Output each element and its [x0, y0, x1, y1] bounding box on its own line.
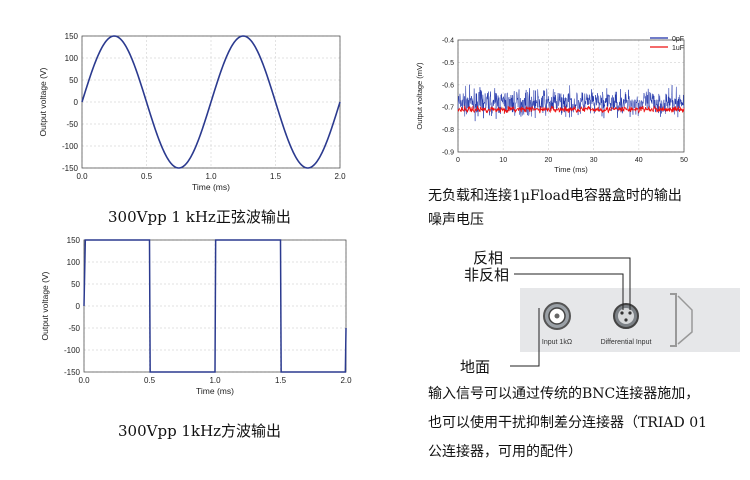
y-tick-label: -100 — [64, 346, 81, 355]
noise-chart: 0 10 20 30 40 50 -0.4 -0.5 -0.6 -0.7 -0.8 -0.9 Time … — [415, 36, 688, 174]
x-tick-label: 20 — [545, 157, 553, 164]
x-axis-label: Time (ms) — [192, 182, 230, 192]
connector-diagram: Input 1kΩ Differential Input 反相 非反相 地面 — [460, 249, 740, 376]
y-tick-label: -150 — [64, 368, 81, 377]
y-tick-label: 100 — [67, 258, 81, 267]
y-tick-label: 50 — [69, 76, 78, 85]
noninverting-leader — [514, 273, 624, 310]
x-tick-label: 0 — [456, 157, 460, 164]
label-ground: 地面 — [460, 358, 490, 376]
x-tick-label: 2.0 — [340, 376, 352, 385]
noise-series-0pF — [457, 84, 685, 122]
y-tick-label: -0.4 — [442, 38, 454, 45]
x-tick-label: 0.0 — [78, 376, 90, 385]
description-line1: 输入信号可以通过传统的BNC连接器施加， — [428, 386, 700, 402]
description-line2: 也可以使用干扰抑制差分连接器（TRIAD 01 — [428, 415, 708, 431]
x-axis-label: Time (ms) — [196, 386, 234, 396]
y-tick-label: -0.8 — [442, 127, 454, 134]
x-tick-label: 1.0 — [205, 172, 217, 181]
x-tick-label: 40 — [635, 157, 643, 164]
y-tick-label: -50 — [68, 324, 80, 333]
label-inverting: 反相 — [473, 249, 503, 267]
y-tick-label: 150 — [67, 236, 81, 245]
x-tick-label: 30 — [590, 157, 598, 164]
noise-caption-line2: 噪声电压 — [428, 212, 484, 228]
noise-series-1uF — [457, 104, 685, 114]
noise-caption: 无负载和连接1μFload电容器盒时的输出 噪声电压 — [428, 184, 682, 232]
bnc-connector — [543, 302, 571, 330]
y-axis-label: Output voltage (V) — [40, 271, 50, 340]
y-tick-label: 0 — [76, 302, 81, 311]
x-tick-label: 10 — [499, 157, 507, 164]
x-tick-label: 0.5 — [141, 172, 153, 181]
x-tick-label: 0.0 — [76, 172, 88, 181]
differential-panel-label: Differential Input — [601, 339, 652, 346]
panel-bracket — [670, 293, 677, 347]
x-tick-label: 2.0 — [334, 172, 346, 181]
inverting-leader — [510, 257, 631, 310]
x-tick-label: 1.5 — [275, 376, 287, 385]
plot-frame — [457, 39, 685, 153]
y-tick-label: 150 — [65, 32, 79, 41]
label-noninverting: 非反相 — [464, 266, 509, 284]
bnc-panel-label: Input 1kΩ — [542, 339, 572, 346]
x-tick-label: 1.0 — [209, 376, 221, 385]
y-tick-label: 0 — [74, 98, 79, 107]
noise-caption-line1: 无负载和连接1μFload电容器盒时的输出 — [428, 188, 682, 204]
y-tick-label: -0.9 — [442, 150, 454, 157]
y-tick-label: -100 — [62, 142, 79, 151]
description-text: 输入信号可以通过传统的BNC连接器施加， 也可以使用干扰抑制差分连接器（TRIA… — [428, 380, 707, 467]
sine-series-line — [81, 35, 341, 169]
y-tick-label: 100 — [65, 54, 79, 63]
y-tick-label: -150 — [62, 164, 79, 173]
description-line3: 公连接器，可用的配件） — [428, 444, 582, 460]
sine-caption: 300Vpp 1 kHz正弦波输出 — [108, 208, 291, 226]
sine-chart: 0.0 0.5 1.0 1.5 2.0 150 100 50 0 -50 -100 -150 Time … — [38, 32, 346, 192]
x-tick-label: 50 — [680, 157, 688, 164]
x-tick-label: 1.5 — [270, 172, 282, 181]
square-caption: 300Vpp 1kHz方波输出 — [118, 422, 282, 440]
y-tick-label: 50 — [71, 280, 80, 289]
legend-label-1uF: 1uF — [672, 45, 684, 52]
y-axis-label: Output voltage (V) — [38, 67, 48, 136]
y-tick-label: -0.7 — [442, 105, 454, 112]
square-series-line — [83, 239, 347, 373]
x-tick-label: 0.5 — [144, 376, 156, 385]
y-tick-label: -0.6 — [442, 82, 454, 89]
square-chart: 0.0 0.5 1.0 1.5 2.0 150 100 50 0 -50 -100 -150 Time … — [40, 236, 352, 396]
x-axis-label: Time (ms) — [554, 165, 588, 174]
y-axis-label: Output voltage (mV) — [415, 62, 424, 130]
y-tick-label: -0.5 — [442, 60, 454, 67]
differential-connector — [613, 303, 639, 329]
ground-leader — [510, 308, 540, 367]
y-tick-label: -50 — [66, 120, 78, 129]
legend-label-0pF: 0pF — [672, 36, 684, 43]
